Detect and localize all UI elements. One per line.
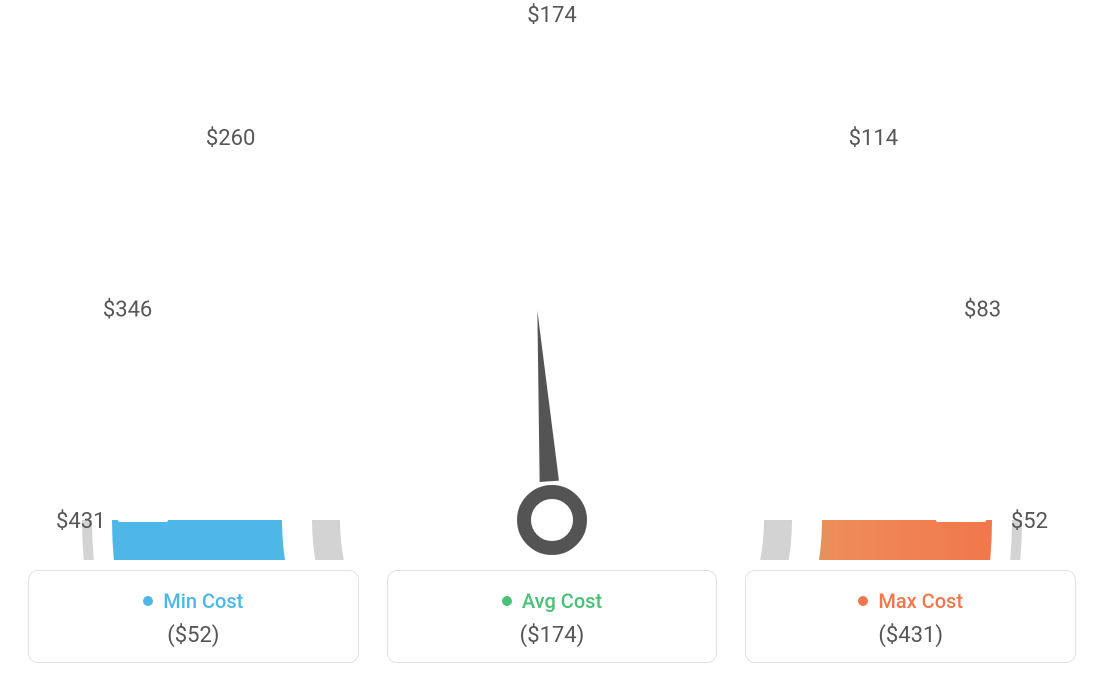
- legend-row: Min Cost ($52) Avg Cost ($174) Max Cost ($431…: [0, 570, 1104, 663]
- legend-card: Min Cost ($52): [28, 570, 359, 663]
- legend-label: Avg Cost: [522, 589, 602, 613]
- legend-value: ($431): [756, 623, 1065, 648]
- tick-label: $52: [1011, 509, 1048, 534]
- needle: [537, 311, 559, 482]
- legend-title: Min Cost: [143, 589, 243, 613]
- tick-label: $431: [56, 509, 105, 534]
- legend-title: Avg Cost: [502, 589, 602, 613]
- tick-label: $174: [527, 3, 576, 28]
- legend-dot-icon: [502, 596, 512, 606]
- legend-value: ($52): [39, 623, 348, 648]
- legend-label: Max Cost: [878, 589, 963, 613]
- legend-title: Max Cost: [858, 589, 963, 613]
- gauge-chart: $52 $83 $114 $174 $260 $346 $431: [0, 0, 1104, 560]
- legend-label: Min Cost: [163, 589, 243, 613]
- tick-label: $114: [849, 126, 898, 151]
- needle-hub-inner: [538, 506, 566, 534]
- legend-dot-icon: [858, 596, 868, 606]
- legend-dot-icon: [143, 596, 153, 606]
- legend-value: ($174): [398, 623, 707, 648]
- tick-label: $260: [206, 126, 255, 151]
- gauge-svg: $52 $83 $114 $174 $260 $346 $431: [0, 0, 1104, 560]
- tick-label: $83: [964, 298, 1001, 323]
- legend-card: Avg Cost ($174): [387, 570, 718, 663]
- legend-card: Max Cost ($431): [745, 570, 1076, 663]
- tick-label: $346: [103, 298, 152, 323]
